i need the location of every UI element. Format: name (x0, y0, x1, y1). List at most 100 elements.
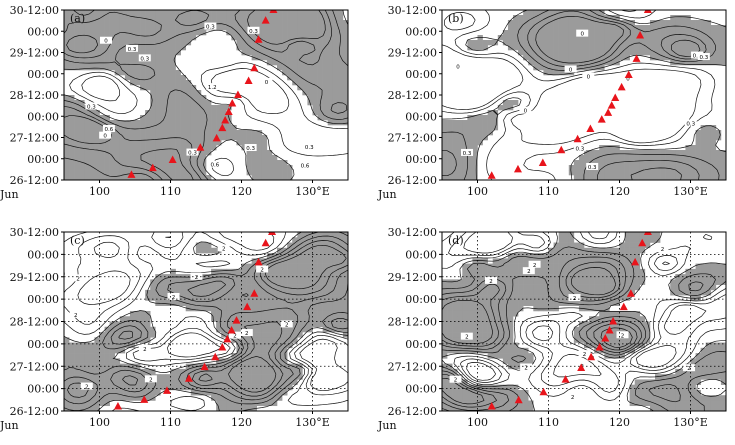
panel-label: (a) (70, 12, 85, 25)
y-tick-label: 00:00 (27, 110, 59, 123)
y-axis-sublabel: Jun (0, 419, 19, 432)
y-axis-sublabel: Jun (377, 419, 397, 432)
contour-label-bg (582, 72, 595, 80)
track-marker-triangle (632, 54, 641, 62)
track-marker-triangle (617, 82, 626, 91)
contour-line (77, 236, 348, 392)
contour-line (442, 10, 707, 180)
contour-label-bg (99, 36, 112, 44)
contour-label-bg (69, 310, 82, 318)
track-marker-triangle (595, 342, 604, 351)
contour-line (198, 244, 347, 393)
track-marker-triangle (626, 289, 635, 297)
track-marker-triangle (233, 90, 242, 98)
contour-label: 0.3 (206, 25, 215, 31)
contour-label: 0 (265, 80, 269, 86)
contour-label: 0.6 (105, 127, 114, 133)
track-marker-triangle (513, 164, 522, 173)
contour-labels: 0 0.3 0 0.3 0 0.3 0 0.3 0 0.3 0 0.3 (451, 29, 710, 171)
y-tick-label: 00:00 (27, 248, 59, 261)
contour-label: 2 (149, 377, 153, 383)
contour-label-bg (485, 276, 498, 284)
y-tick-label: 26-12:00 (388, 174, 437, 187)
contour-label-bg (461, 148, 474, 156)
contour-label: 2 (465, 335, 469, 341)
contour-label-bg (80, 382, 93, 390)
field-layer: 2 2 2 2 2 2 2 2 2 2 2 2 (64, 232, 348, 411)
contour-label: 1.2 (208, 85, 217, 91)
y-tick-label: 30-12:00 (10, 4, 59, 17)
contour-label: 2 (489, 279, 493, 285)
track-markers (487, 232, 652, 410)
x-tick-label: 100 (467, 416, 488, 429)
contour-label: 0 (104, 39, 108, 45)
contour-label-bg (240, 329, 253, 337)
x-tick-label: 130°E (673, 416, 708, 429)
contour-label: 2 (222, 246, 226, 252)
contour-label-bg (568, 294, 581, 302)
contour-label-bg (691, 51, 704, 59)
contour-label: 0.6 (301, 164, 310, 170)
track-marker-triangle (601, 334, 610, 342)
track-marker-triangle (113, 402, 122, 410)
y-tick-label: 27-12:00 (388, 132, 437, 145)
track-marker-triangle (148, 163, 157, 172)
track-marker-triangle (218, 123, 227, 132)
contour-label: 0.6 (211, 163, 220, 169)
y-axis-sublabel: Jun (377, 188, 397, 201)
contour-label-bg (522, 267, 535, 275)
x-tick-label: 130°E (295, 416, 330, 429)
track-marker-triangle (605, 325, 614, 334)
contour-label-bg (229, 331, 242, 339)
contour-line (442, 10, 720, 180)
contour-label: 0 (580, 32, 584, 38)
contour-label-bg (622, 74, 635, 82)
track-marker-triangle (232, 316, 241, 324)
track-marker-triangle (619, 302, 628, 311)
contour-label-bg (190, 272, 203, 280)
contour-label-bg (167, 292, 180, 300)
panel-a: 0.30.60.300.30.30.300.60.31.200.30.60.3(… (0, 4, 349, 201)
track-marker-triangle (243, 302, 252, 311)
track-marker-triangle (211, 352, 220, 361)
y-tick-label: 00:00 (405, 110, 437, 123)
track-marker-triangle (597, 115, 606, 123)
track-marker-triangle (607, 101, 616, 109)
contour-labels: 22222222222222 (449, 245, 696, 401)
y-tick-label: 00:00 (405, 25, 437, 38)
track-marker-triangle (168, 155, 177, 164)
contour-label: 0.3 (699, 55, 708, 61)
contour-label: 2 (74, 313, 78, 319)
contour-label-bg (519, 106, 532, 114)
y-tick-label: 00:00 (27, 25, 59, 38)
contour-label: 0.3 (575, 146, 584, 152)
contour-labels: 2 2 2 2 2 2 2 2 2 2 2 2 (69, 244, 293, 391)
track-marker-triangle (228, 99, 237, 107)
x-tick-label: 110 (538, 416, 559, 429)
contour-label-bg (616, 331, 629, 339)
panel-c: 2 2 2 2 2 2 2 2 2 2 2 2 (c) 30-12:00 00:00 29-12:00 00:0… (0, 226, 349, 432)
y-tick-label: 00:00 (405, 338, 437, 351)
contour-label: 2 (687, 366, 691, 372)
track-marker-triangle (261, 16, 270, 24)
track-marker-triangle (250, 63, 259, 72)
track-marker-triangle (573, 134, 582, 143)
y-tick-label: 00:00 (405, 383, 437, 396)
contour-label-bg (260, 77, 273, 85)
contour-label: 0.3 (249, 29, 258, 35)
track-marker-triangle (557, 145, 566, 154)
contour-label: 0.3 (305, 145, 314, 151)
contour-label-bg (244, 144, 257, 152)
contour-label-bg (684, 119, 697, 127)
y-tick-label: 26-12:00 (10, 174, 59, 187)
y-tick-label: 00:00 (405, 68, 437, 81)
contour-label-bg (564, 65, 577, 73)
contour-label-bg (520, 363, 533, 371)
x-tick-label: 130°E (673, 185, 708, 198)
contour-label: 2 (524, 365, 528, 371)
track-marker-triangle (631, 257, 640, 266)
y-tick-label: 27-12:00 (388, 360, 437, 373)
x-tick-label: 120 (231, 185, 252, 198)
x-tick-label: 120 (609, 185, 630, 198)
y-tick-label: 00:00 (27, 153, 59, 166)
